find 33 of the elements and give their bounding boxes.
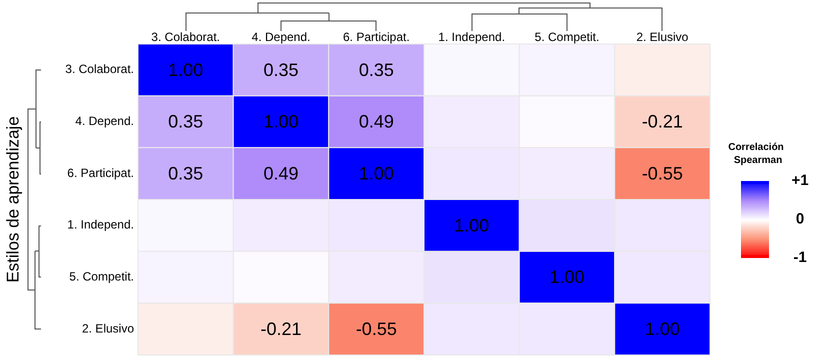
data-label: -0.55 bbox=[642, 164, 683, 184]
x-tick-label: 3. Colaborat. bbox=[151, 30, 220, 44]
x-tick-label: 1. Independ. bbox=[438, 30, 506, 44]
data-label: 1.00 bbox=[644, 319, 680, 340]
data-label: 1.00 bbox=[454, 215, 490, 236]
data-label: -0.55 bbox=[356, 319, 397, 340]
x-tick-label: 6. Participat. bbox=[342, 30, 410, 44]
color-bar-label: -1 bbox=[793, 249, 807, 266]
y-tick-label: 3. Colaborat. bbox=[65, 62, 134, 76]
color-bar-label: 0 bbox=[796, 210, 804, 228]
x-tick-label: 4. Depend. bbox=[252, 30, 310, 44]
data-label: 0.35 bbox=[168, 112, 204, 132]
data-label: 1.00 bbox=[263, 112, 299, 132]
data-label: 0.35 bbox=[168, 164, 204, 184]
y-tick-label: 5. Competit. bbox=[69, 270, 134, 284]
x-tick-label: 2. Elusivo bbox=[636, 30, 689, 44]
data-label: -0.21 bbox=[642, 112, 683, 132]
x-tick-label: 5. Competit. bbox=[534, 30, 600, 44]
data-label: 0.49 bbox=[263, 164, 299, 184]
color-bar-label: +1 bbox=[791, 172, 809, 190]
data-label: 1.00 bbox=[549, 267, 585, 288]
y-tick-label: 2. Elusivo bbox=[82, 321, 134, 336]
data-label: 0.35 bbox=[358, 60, 394, 80]
data-label: 0.35 bbox=[263, 60, 299, 80]
y-tick-label: 6. Participat. bbox=[67, 166, 134, 180]
data-label: 1.00 bbox=[168, 60, 204, 80]
data-label: 1.00 bbox=[358, 164, 394, 184]
data-label: -0.21 bbox=[260, 319, 302, 340]
data-label: 0.49 bbox=[358, 112, 394, 132]
y-tick-label: 1. Independ. bbox=[67, 218, 134, 232]
y-tick-label: 4. Depend. bbox=[75, 114, 134, 128]
color-bar-title: Correlación Spearman bbox=[728, 142, 784, 166]
y-axis-title: Estilos de aprendizaje bbox=[4, 116, 23, 283]
